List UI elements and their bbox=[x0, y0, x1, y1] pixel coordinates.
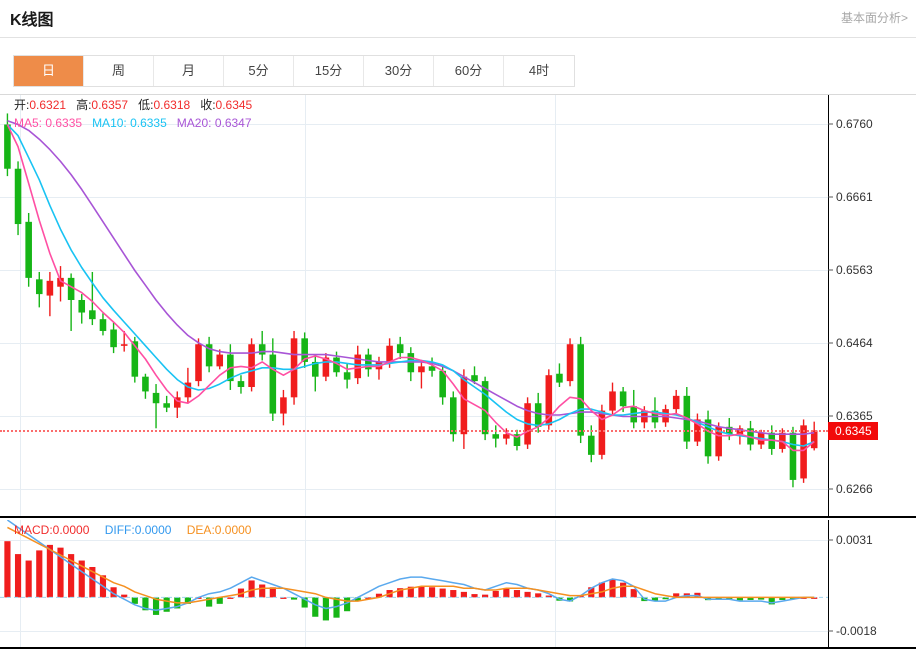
timeframe-tab-bar: 日周月 5分 15分 30分 60分 4时 bbox=[13, 55, 575, 87]
candlestick-series bbox=[4, 113, 818, 488]
macd-panel: 0.0031 -0.0018 MACD:0.0000 DIFF:0.0000 DE… bbox=[0, 520, 916, 649]
price-gridline-3 bbox=[0, 342, 828, 344]
low-value: 0.6318 bbox=[153, 98, 191, 112]
price-vgridline-1 bbox=[305, 95, 306, 516]
price-axis-label-4: 0.6365 bbox=[836, 408, 873, 423]
timeframe-tab-5[interactable]: 30分 bbox=[364, 56, 434, 86]
header-divider bbox=[0, 37, 916, 38]
price-gridline-4 bbox=[0, 415, 828, 417]
macd-value-legend: MACD:0.0000 bbox=[14, 523, 90, 537]
price-axis-line bbox=[828, 95, 829, 516]
price-gridline-5 bbox=[0, 488, 828, 490]
macd-axis: 0.0031 -0.0018 bbox=[828, 520, 916, 647]
open-label: 开: bbox=[14, 98, 30, 112]
price-tick-4 bbox=[828, 415, 833, 417]
price-tick-2 bbox=[828, 269, 833, 271]
high-value: 0.6357 bbox=[91, 98, 129, 112]
close-label: 收: bbox=[200, 98, 216, 112]
macd-plot[interactable] bbox=[0, 520, 828, 647]
timeframe-tab-4[interactable]: 15分 bbox=[294, 56, 364, 86]
ma5-legend: MA5: 0.6335 bbox=[14, 116, 83, 130]
price-gridline-1 bbox=[0, 197, 828, 199]
timeframe-tab-3[interactable]: 5分 bbox=[224, 56, 294, 86]
price-plot[interactable] bbox=[0, 95, 828, 516]
price-tick-1 bbox=[828, 196, 833, 198]
macd-legend: MACD:0.0000 DIFF:0.0000 DEA:0.0000 bbox=[14, 523, 263, 537]
diff-value-legend: DIFF:0.0000 bbox=[104, 523, 172, 537]
ma10-legend: MA10: 0.6335 bbox=[92, 116, 167, 130]
price-vgridline-2 bbox=[555, 95, 556, 516]
page-title: K线图 bbox=[10, 12, 54, 29]
price-axis-label-3: 0.6464 bbox=[836, 335, 873, 350]
macd-gridline-0 bbox=[0, 540, 828, 542]
price-axis-label-5: 0.6266 bbox=[836, 481, 873, 496]
macd-gridline-1 bbox=[0, 630, 828, 632]
low-label: 低: bbox=[138, 98, 154, 112]
price-vgridline-0 bbox=[20, 95, 21, 516]
timeframe-tab-2[interactable]: 月 bbox=[154, 56, 224, 86]
fundamental-analysis-link[interactable]: 基本面分析> bbox=[840, 11, 908, 25]
price-tick-5 bbox=[828, 488, 833, 490]
timeframe-tab-7[interactable]: 4时 bbox=[504, 56, 574, 86]
macd-axis-label-1: -0.0018 bbox=[836, 623, 877, 638]
page-header: K线图 基本面分析> bbox=[0, 0, 916, 38]
macd-series bbox=[0, 520, 828, 621]
close-value: 0.6345 bbox=[215, 98, 253, 112]
ma20-legend: MA20: 0.6347 bbox=[176, 116, 252, 130]
price-axis-label-2: 0.6563 bbox=[836, 262, 873, 277]
chart-area: 0.6760 0.6661 0.6563 0.6464 0.6365 0.6266 0.63… bbox=[0, 94, 916, 649]
macd-vgridline-2 bbox=[555, 520, 556, 647]
dea-value-legend: DEA:0.0000 bbox=[186, 523, 252, 537]
timeframe-tab-6[interactable]: 60分 bbox=[434, 56, 504, 86]
timeframe-tab-0[interactable]: 日 bbox=[14, 56, 84, 86]
price-tick-3 bbox=[828, 342, 833, 344]
current-price-label: 0.6345 bbox=[828, 421, 878, 440]
price-gridline-2 bbox=[0, 269, 828, 271]
high-label: 高: bbox=[76, 98, 92, 112]
price-panel: 0.6760 0.6661 0.6563 0.6464 0.6365 0.6266 0.63… bbox=[0, 94, 916, 518]
price-axis-label-1: 0.6661 bbox=[836, 190, 873, 205]
ohlc-legend: 开:0.6321 高:0.6357 低:0.6318 收:0.6345 MA5:… bbox=[14, 97, 252, 131]
macd-vgridline-1 bbox=[305, 520, 306, 647]
macd-tick-1 bbox=[828, 630, 833, 632]
timeframe-tab-1[interactable]: 周 bbox=[84, 56, 154, 86]
open-value: 0.6321 bbox=[29, 98, 67, 112]
price-gridline-0 bbox=[0, 124, 828, 126]
macd-axis-label-0: 0.0031 bbox=[836, 533, 873, 548]
current-price-line bbox=[0, 429, 828, 432]
price-axis-label-0: 0.6760 bbox=[836, 117, 873, 132]
macd-tick-0 bbox=[828, 539, 833, 541]
price-axis: 0.6760 0.6661 0.6563 0.6464 0.6365 0.6266 0.63… bbox=[828, 95, 916, 516]
price-tick-0 bbox=[828, 123, 833, 125]
macd-axis-line bbox=[828, 520, 829, 647]
